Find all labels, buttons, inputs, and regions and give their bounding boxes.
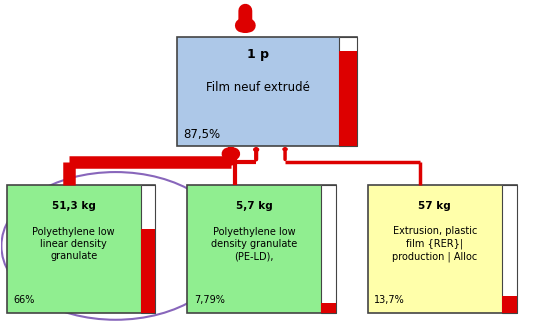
- Bar: [502, 185, 517, 313]
- Bar: [339, 37, 357, 146]
- Text: 1 p: 1 p: [247, 48, 269, 61]
- Bar: [502, 185, 517, 313]
- Bar: [339, 37, 357, 146]
- Text: 51,3 kg: 51,3 kg: [52, 201, 96, 211]
- Bar: [177, 37, 357, 146]
- Bar: [321, 303, 336, 313]
- Bar: [502, 296, 517, 313]
- Text: 57 kg: 57 kg: [419, 201, 451, 211]
- Text: 66%: 66%: [13, 295, 35, 306]
- Bar: [339, 51, 357, 146]
- Text: 5,7 kg: 5,7 kg: [236, 201, 273, 211]
- Text: 87,5%: 87,5%: [183, 128, 220, 141]
- Bar: [140, 185, 155, 313]
- Text: Polyethylene low
linear density
granulate: Polyethylene low linear density granulat…: [33, 227, 115, 261]
- Bar: [321, 185, 336, 313]
- Bar: [321, 185, 336, 313]
- Text: 7,79%: 7,79%: [194, 295, 225, 306]
- Text: 13,7%: 13,7%: [374, 295, 405, 306]
- Text: Film neuf extrudé: Film neuf extrudé: [206, 81, 310, 94]
- Text: Extrusion, plastic
film {RER}|
production | Alloc: Extrusion, plastic film {RER}| productio…: [392, 226, 477, 262]
- Bar: [187, 185, 336, 313]
- Bar: [140, 229, 155, 313]
- Bar: [140, 185, 155, 313]
- Text: Polyethylene low
density granulate
(PE-LD),: Polyethylene low density granulate (PE-L…: [211, 227, 297, 261]
- Bar: [7, 185, 155, 313]
- Bar: [368, 185, 517, 313]
